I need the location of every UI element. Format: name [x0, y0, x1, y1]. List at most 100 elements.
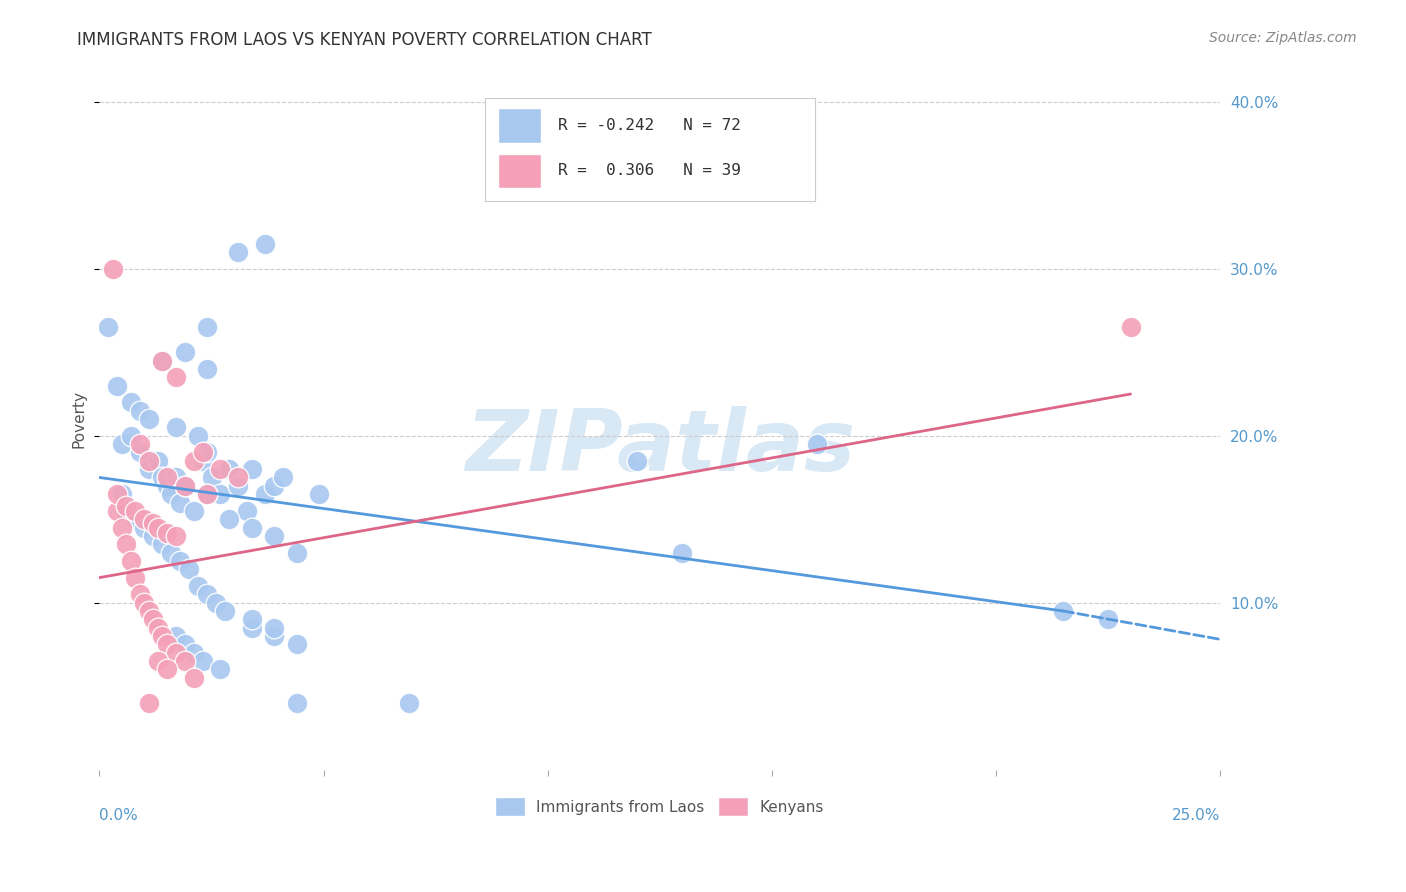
Point	[191, 454, 214, 468]
Point	[1119, 320, 1142, 334]
Text: 0.0%: 0.0%	[100, 808, 138, 823]
Point	[156, 637, 179, 651]
Point	[209, 462, 232, 476]
Point	[165, 629, 187, 643]
Point	[626, 454, 648, 468]
Point	[165, 470, 187, 484]
Point	[228, 470, 250, 484]
Point	[263, 629, 285, 643]
Point	[177, 562, 200, 576]
Point	[138, 454, 160, 468]
Point	[120, 395, 142, 409]
Point	[195, 362, 218, 376]
Point	[105, 378, 128, 392]
Text: R =  0.306   N = 39: R = 0.306 N = 39	[558, 163, 741, 178]
Point	[169, 554, 191, 568]
Text: ZIPatlas: ZIPatlas	[465, 406, 855, 489]
Point	[165, 646, 187, 660]
Point	[195, 487, 218, 501]
Point	[165, 370, 187, 384]
Point	[101, 261, 124, 276]
Bar	[498, 108, 541, 144]
Point	[97, 320, 120, 334]
Point	[165, 529, 187, 543]
Point	[138, 696, 160, 710]
Point	[240, 520, 263, 534]
Point	[398, 696, 420, 710]
Point	[156, 525, 179, 540]
Point	[200, 470, 222, 484]
Point	[146, 654, 169, 668]
Point	[105, 504, 128, 518]
Point	[254, 236, 277, 251]
Point	[120, 554, 142, 568]
Point	[240, 462, 263, 476]
Point	[183, 504, 205, 518]
Point	[111, 520, 134, 534]
Point	[173, 479, 195, 493]
Text: 25.0%: 25.0%	[1173, 808, 1220, 823]
Point	[1097, 612, 1119, 626]
Point	[308, 487, 330, 501]
Point	[165, 420, 187, 434]
Point	[156, 662, 179, 676]
Point	[128, 587, 150, 601]
Point	[240, 621, 263, 635]
Text: R = -0.242   N = 72: R = -0.242 N = 72	[558, 119, 741, 133]
Point	[138, 604, 160, 618]
Point	[1052, 604, 1074, 618]
Point	[146, 621, 169, 635]
Point	[240, 612, 263, 626]
Bar	[498, 153, 541, 188]
Point	[150, 537, 173, 551]
Point	[263, 529, 285, 543]
Point	[209, 487, 232, 501]
Point	[142, 516, 165, 530]
Point	[115, 504, 138, 518]
Point	[115, 537, 138, 551]
Point	[124, 512, 146, 526]
Point	[142, 529, 165, 543]
Point	[195, 487, 218, 501]
Point	[150, 353, 173, 368]
Point	[150, 629, 173, 643]
Point	[128, 445, 150, 459]
Point	[228, 245, 250, 260]
Point	[105, 487, 128, 501]
Point	[138, 412, 160, 426]
Point	[183, 671, 205, 685]
Point	[285, 637, 308, 651]
Point	[146, 520, 169, 534]
Legend: Immigrants from Laos, Kenyans: Immigrants from Laos, Kenyans	[491, 792, 830, 822]
Point	[263, 479, 285, 493]
Point	[285, 696, 308, 710]
Point	[205, 596, 228, 610]
Point	[156, 479, 179, 493]
Point	[160, 487, 183, 501]
Point	[111, 437, 134, 451]
Point	[124, 571, 146, 585]
Point	[254, 487, 277, 501]
Point	[183, 646, 205, 660]
Point	[156, 470, 179, 484]
Point	[134, 596, 156, 610]
Point	[169, 495, 191, 509]
Point	[195, 320, 218, 334]
Point	[142, 612, 165, 626]
Point	[134, 520, 156, 534]
Point	[191, 654, 214, 668]
Point	[128, 403, 150, 417]
Point	[195, 445, 218, 459]
Point	[173, 637, 195, 651]
Text: Source: ZipAtlas.com: Source: ZipAtlas.com	[1209, 31, 1357, 45]
Point	[218, 512, 240, 526]
Point	[191, 445, 214, 459]
Point	[209, 662, 232, 676]
Point	[124, 504, 146, 518]
Point	[218, 462, 240, 476]
Point	[195, 587, 218, 601]
Point	[173, 345, 195, 359]
Point	[173, 654, 195, 668]
Point	[146, 454, 169, 468]
Point	[120, 429, 142, 443]
